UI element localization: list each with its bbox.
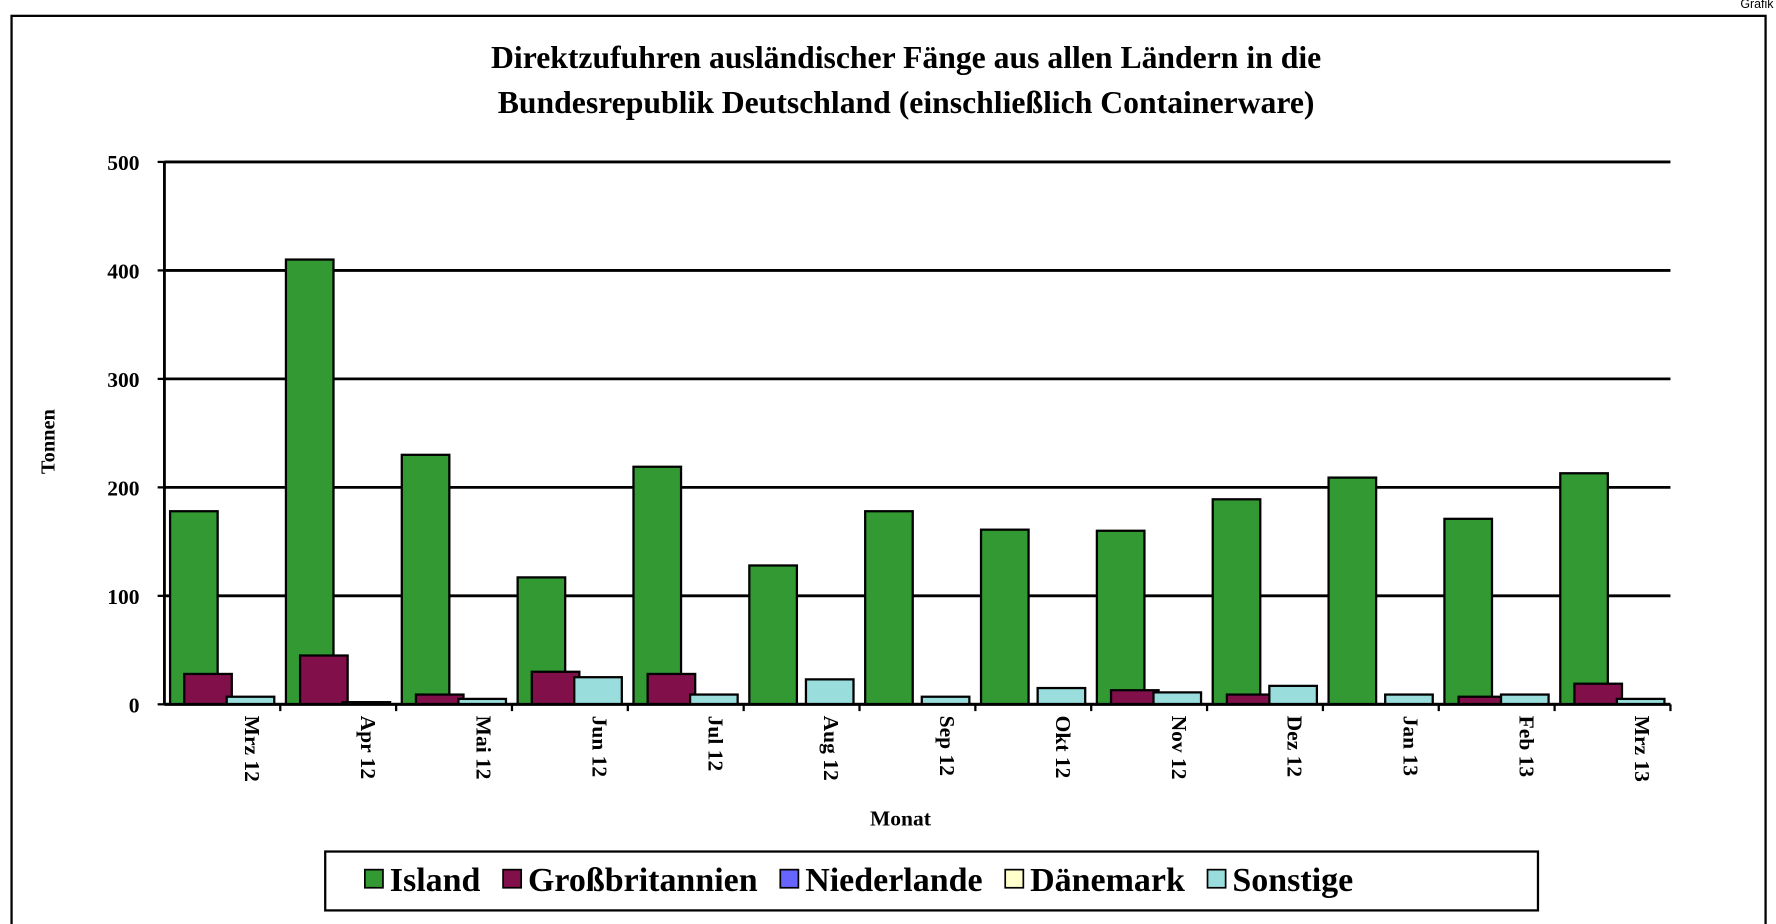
x-tick-label: Sep 12 (935, 716, 959, 776)
bar (804, 678, 855, 706)
x-tick-label: Nov 12 (1167, 716, 1191, 780)
bar (400, 453, 451, 706)
chart-frame (10, 14, 1767, 924)
legend-swatch (502, 868, 523, 889)
x-tick-label: Mai 12 (472, 716, 496, 780)
corner-label: Grafik (1740, 0, 1774, 11)
legend-label: Sonstige (1232, 862, 1353, 899)
y-tick-label: 500 (107, 151, 139, 175)
bar (1499, 693, 1550, 706)
bar (632, 465, 683, 706)
legend-label: Niederlande (805, 862, 982, 899)
bar (688, 693, 739, 706)
bar (1443, 517, 1494, 706)
bar (1559, 472, 1609, 706)
bar (284, 258, 335, 706)
bar (298, 654, 349, 706)
legend-swatch (1206, 868, 1227, 889)
bar (646, 672, 697, 706)
bar (1384, 693, 1434, 706)
bar (1225, 693, 1276, 706)
legend (324, 850, 1540, 912)
bar (1327, 476, 1378, 706)
y-tick-label: 200 (107, 476, 139, 500)
x-tick-label: Dez 12 (1283, 716, 1307, 778)
x-tick-label: Apr 12 (356, 716, 380, 780)
bar (979, 528, 1030, 706)
chart-title: Direktzufuhren ausländischer Fänge aus a… (491, 40, 1321, 75)
y-tick-label: 400 (107, 259, 139, 283)
bar (183, 672, 233, 706)
x-tick-label: Jun 12 (588, 716, 612, 778)
legend-swatch (779, 868, 800, 889)
legend-label: Großbritannien (528, 862, 758, 899)
x-axis-label: Monat (870, 806, 932, 830)
chart-title: Bundesrepublik Deutschland (einschließli… (498, 85, 1315, 120)
bar (1268, 684, 1319, 706)
bar (1036, 686, 1087, 706)
legend-label: Island (390, 862, 481, 899)
y-tick-label: 0 (129, 693, 140, 717)
bar (1095, 529, 1146, 706)
y-tick-label: 300 (107, 368, 139, 392)
bar (573, 676, 623, 706)
bar (1109, 689, 1160, 706)
x-tick-label: Aug 12 (819, 716, 843, 781)
x-tick-label: Mrz 12 (240, 716, 264, 782)
x-tick-label: Jul 12 (703, 716, 727, 772)
y-axis-label: Tonnen (38, 408, 60, 474)
legend-label: Dänemark (1030, 862, 1185, 899)
legend-swatch (1004, 868, 1025, 889)
bar (414, 693, 465, 706)
bar (1211, 498, 1262, 706)
bar (748, 564, 799, 706)
x-tick-label: Mrz 13 (1630, 716, 1654, 783)
x-tick-label: Okt 12 (1051, 716, 1075, 779)
x-tick-label: Jan 13 (1398, 716, 1422, 777)
x-tick-label: Feb 13 (1514, 716, 1538, 778)
y-tick-label: 100 (107, 585, 139, 609)
bar (530, 670, 581, 706)
bar (1152, 691, 1203, 706)
legend-swatch (364, 868, 384, 889)
bar (864, 510, 914, 706)
bar (1573, 682, 1624, 706)
